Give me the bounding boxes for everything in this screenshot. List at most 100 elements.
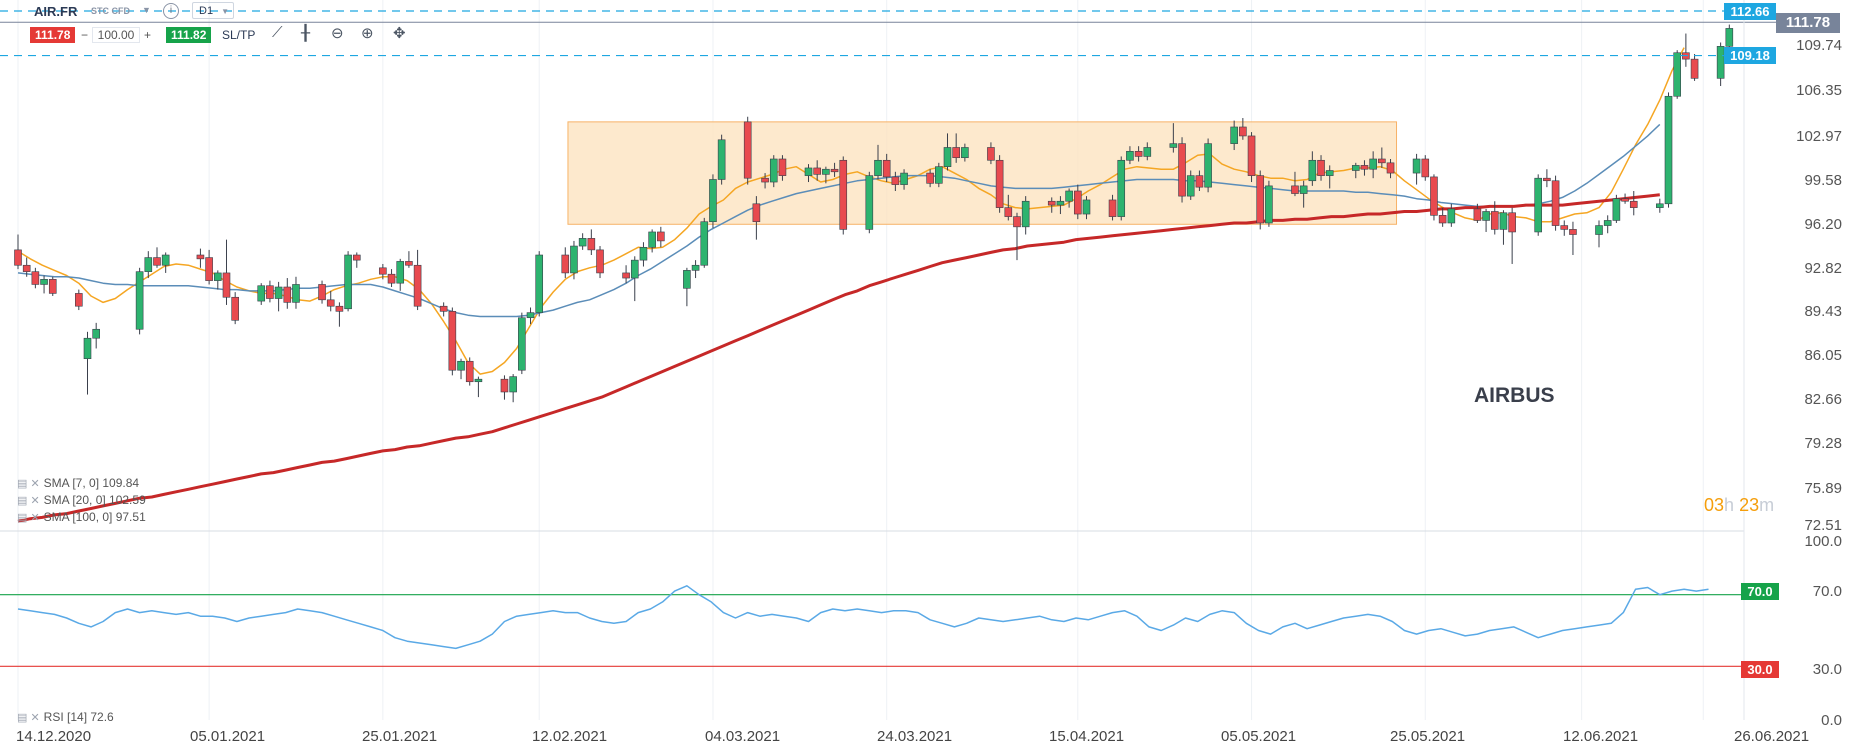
buy-button[interactable]: 111.82 bbox=[166, 27, 212, 43]
candle-up bbox=[144, 257, 153, 272]
date-tick: 12.02.2021 bbox=[532, 728, 608, 745]
candle-up bbox=[1082, 199, 1091, 215]
candle-down bbox=[1291, 185, 1299, 194]
candle-down bbox=[231, 296, 239, 321]
zoom-in-icon[interactable]: ⊕ bbox=[361, 25, 374, 42]
date-tick: 24.03.2021 bbox=[877, 728, 953, 745]
candle-down bbox=[1134, 151, 1143, 157]
candle-up bbox=[509, 376, 517, 393]
price-tick: 102.97 bbox=[1796, 128, 1842, 145]
zoom-out-icon[interactable]: ⊖ bbox=[331, 25, 344, 42]
price-levels[interactable] bbox=[0, 10, 1776, 57]
candle-up bbox=[717, 139, 726, 180]
candle-down bbox=[1256, 175, 1265, 224]
candle-up bbox=[161, 254, 170, 266]
candle-up bbox=[1143, 147, 1152, 157]
candle-up bbox=[535, 254, 544, 313]
legend-sma20[interactable]: ▤ ✕ SMA [20, 0] 102.59 bbox=[17, 493, 146, 507]
candle-up bbox=[213, 272, 222, 281]
sltp-button[interactable]: SL/TP bbox=[222, 28, 256, 42]
timeframe-select[interactable]: D1 ▼ bbox=[192, 2, 234, 19]
candle-up bbox=[1021, 200, 1030, 228]
candle-up bbox=[1169, 143, 1178, 148]
legend-sma7[interactable]: ▤ ✕ SMA [7, 0] 109.84 bbox=[17, 476, 140, 490]
candlesticks[interactable] bbox=[14, 24, 1734, 403]
candle-down bbox=[839, 159, 848, 230]
candle-up bbox=[1412, 158, 1421, 174]
candle-down bbox=[1239, 126, 1247, 137]
candle-up bbox=[639, 247, 648, 261]
timeframe-value: D1 bbox=[199, 5, 214, 17]
settings-icon[interactable]: ▤ ✕ bbox=[17, 512, 40, 524]
candle-down bbox=[500, 378, 509, 393]
chevron-down-icon: ▼ bbox=[221, 7, 229, 16]
settings-icon[interactable]: ▤ ✕ bbox=[17, 478, 40, 490]
candle-up bbox=[1265, 185, 1273, 224]
candle-up bbox=[700, 221, 709, 266]
sell-button[interactable]: 111.78 bbox=[30, 27, 76, 43]
candle-up bbox=[935, 166, 943, 184]
candle-down bbox=[891, 176, 900, 185]
rsi-tick: 70.0 bbox=[1812, 583, 1842, 600]
candle-down bbox=[987, 147, 995, 161]
candle-up bbox=[822, 168, 830, 175]
candle-down bbox=[196, 254, 205, 260]
price-tick: 89.43 bbox=[1804, 303, 1842, 320]
candle-down bbox=[778, 158, 787, 176]
candle-up bbox=[1230, 126, 1238, 144]
settings-icon[interactable]: ▤ ✕ bbox=[17, 495, 40, 507]
date-tick: 05.05.2021 bbox=[1221, 728, 1297, 745]
settings-icon[interactable]: ▤ ✕ bbox=[17, 712, 40, 724]
candle-up bbox=[135, 271, 144, 330]
date-tick: 26.06.2021 bbox=[1734, 728, 1810, 745]
level-tag-upper[interactable]: 112.66 bbox=[1724, 3, 1776, 20]
chevron-down-icon[interactable]: ▼ bbox=[142, 5, 151, 15]
candle-up bbox=[1299, 185, 1308, 194]
info-icon[interactable]: i bbox=[163, 3, 179, 19]
candle-down bbox=[387, 273, 396, 284]
candle-up bbox=[1325, 170, 1334, 176]
company-annotation: AIRBUS bbox=[1474, 384, 1555, 407]
candle-up bbox=[274, 286, 283, 299]
move-icon[interactable]: ✥ bbox=[393, 25, 406, 42]
level-tag-lower[interactable]: 109.18 bbox=[1724, 47, 1776, 64]
candle-down bbox=[14, 249, 22, 266]
last-price-tag: 111.78 bbox=[1776, 13, 1840, 33]
candle-down bbox=[448, 311, 457, 371]
candle-down bbox=[1508, 212, 1516, 233]
line-chart-icon[interactable]: ⟋ bbox=[272, 24, 283, 41]
candle-up bbox=[1595, 225, 1603, 235]
candle-down bbox=[1178, 143, 1186, 197]
candle-down bbox=[882, 159, 891, 178]
candle-down bbox=[752, 203, 761, 223]
symbol-label[interactable]: AIR.FR bbox=[34, 4, 78, 19]
instrument-type: STC CFD bbox=[91, 6, 130, 16]
candle-down bbox=[1378, 158, 1386, 164]
candle-down bbox=[222, 272, 231, 298]
quantity-field[interactable]: 100.00 bbox=[92, 27, 141, 43]
candle-down bbox=[1543, 177, 1551, 182]
rsi-tick: 30.0 bbox=[1812, 661, 1842, 678]
quantity-stepper[interactable]: −100.00 + bbox=[81, 27, 151, 43]
candle-up bbox=[578, 238, 587, 247]
sma-line bbox=[17, 123, 1661, 318]
candle-down bbox=[622, 272, 630, 279]
candle-up bbox=[257, 285, 266, 302]
candle-down bbox=[379, 267, 387, 275]
minus-button[interactable]: − bbox=[81, 28, 89, 42]
candle-up bbox=[874, 159, 882, 176]
legend-sma100[interactable]: ▤ ✕ SMA [100, 0] 97.51 bbox=[17, 510, 146, 524]
candlestick-icon[interactable]: ╂ bbox=[301, 25, 311, 42]
candle-up bbox=[1612, 198, 1621, 221]
plus-button[interactable]: + bbox=[144, 28, 152, 42]
candle-down bbox=[413, 264, 422, 307]
candle-down bbox=[31, 271, 40, 285]
candle-down bbox=[1073, 190, 1082, 215]
legend-rsi[interactable]: ▤ ✕ RSI [14] 72.6 bbox=[17, 710, 114, 724]
candle-down bbox=[1430, 176, 1438, 216]
candle-up bbox=[691, 264, 700, 271]
candle-up bbox=[570, 245, 578, 274]
candle-up bbox=[518, 317, 526, 371]
price-tick: 92.82 bbox=[1804, 260, 1842, 277]
